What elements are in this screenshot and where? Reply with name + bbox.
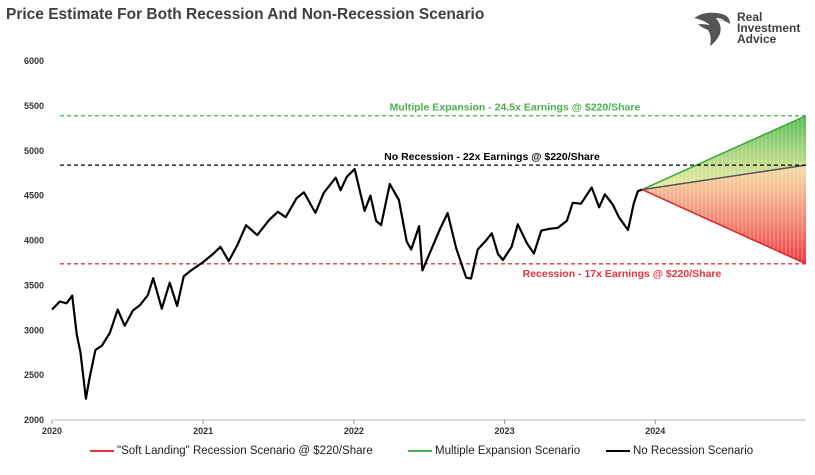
price-line: [51, 168, 643, 400]
scenario-label: No Recession - 22x Earnings @ $220/Share: [384, 151, 600, 163]
logo-line-1: Real: [737, 10, 763, 24]
legend-swatch-green: [408, 450, 432, 452]
y-tick-label: 5000: [24, 146, 44, 156]
recession-fan: [642, 165, 806, 264]
x-tick-label: 2023: [495, 426, 515, 436]
y-tick-label: 2500: [24, 370, 44, 380]
legend-swatch-red: [90, 450, 114, 452]
y-tick-label: 4000: [24, 236, 44, 246]
logo-line-3: Advice: [737, 32, 777, 46]
legend-swatch-black: [606, 450, 630, 452]
legend-item-no-recession: No Recession Scenario: [606, 445, 753, 457]
y-tick-label: 4500: [24, 191, 44, 201]
scenario-label: Multiple Expansion - 24.5x Earnings @ $2…: [390, 102, 641, 114]
x-tick-label: 2022: [344, 426, 364, 436]
scenario-label: Recession - 17x Earnings @ $220/Share: [523, 268, 722, 280]
legend: "Soft Landing" Recession Scenario @ $220…: [0, 445, 815, 465]
real-investment-advice-logo: Real Investment Advice: [692, 8, 810, 52]
legend-label: "Soft Landing" Recession Scenario @ $220…: [117, 445, 373, 457]
y-tick-label: 5500: [24, 101, 44, 111]
expansion-path: [641, 115, 807, 191]
legend-item-expansion: Multiple Expansion Scenario: [408, 445, 580, 457]
chart-title: Price Estimate For Both Recession And No…: [6, 6, 485, 23]
scenario-levels: [60, 115, 806, 265]
chart-axes: 6000 5500 5000 4500 4000 3500 3000 2500 20002020…: [24, 56, 806, 436]
scenario-fans: [641, 115, 807, 265]
eagle-icon: [694, 12, 730, 47]
logo-line-2: Investment: [737, 21, 801, 35]
x-tick-label: 2024: [645, 426, 665, 436]
y-tick-label: 3000: [24, 325, 44, 335]
y-tick-label: 3500: [24, 280, 44, 290]
legend-item-recession: "Soft Landing" Recession Scenario @ $220…: [90, 445, 373, 457]
legend-label: No Recession Scenario: [633, 445, 754, 457]
price-series: [51, 168, 643, 400]
x-tick-label: 2021: [193, 426, 213, 436]
no-recession-path: [641, 164, 807, 191]
x-tick-label: 2020: [42, 426, 62, 436]
y-tick-label: 6000: [24, 56, 44, 66]
y-tick-label: 2000: [24, 415, 44, 425]
scenario-labels: Multiple Expansion - 24.5x Earnings @ $2…: [384, 102, 721, 280]
legend-label: Multiple Expansion Scenario: [435, 445, 581, 457]
recession-path: [641, 188, 807, 265]
